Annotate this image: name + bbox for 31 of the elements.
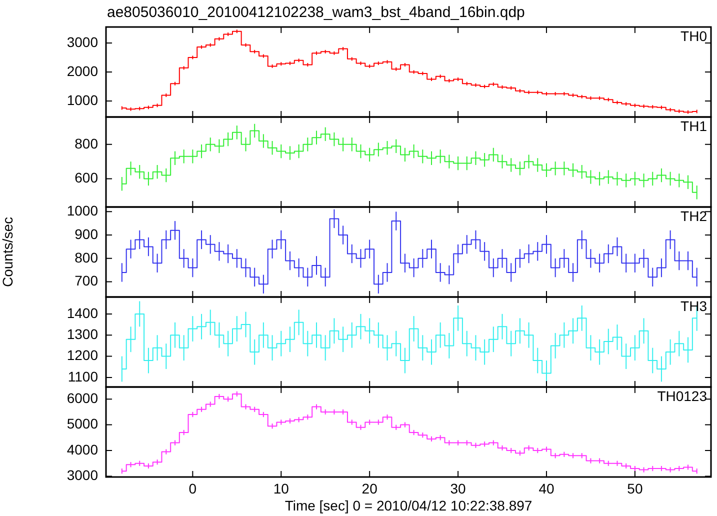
chart-title: ae805036010_20100412102238_wam3_bst_4band_16bin.qdp (107, 4, 525, 21)
text: TH0123 (657, 388, 708, 404)
x-tick-label: 10 (273, 480, 290, 496)
y-tick-label: 1200 (66, 347, 98, 364)
y-tick-label: 700 (74, 272, 98, 289)
y-tick-label: 6000 (66, 390, 98, 406)
x-axis-title: Time [sec] 0 = 2010/04/12 10:22:38.897 (284, 497, 532, 514)
y-tick-label: 4000 (66, 441, 98, 458)
y-tick-label: 1100 (68, 368, 98, 384)
y-tick-label: 600 (74, 170, 98, 186)
y-axis-title: Counts/sec (0, 216, 16, 288)
y-tick-label: 2000 (66, 62, 98, 79)
y-tick-label: 900 (74, 226, 98, 242)
y-tick-label: 1300 (66, 326, 98, 342)
y-tick-label: 800 (74, 135, 98, 152)
x-tick-label: 40 (538, 480, 554, 496)
x-tick-label: 0 (188, 480, 197, 496)
series-label: TH2 (680, 208, 708, 224)
y-tick-label: 1400 (66, 304, 98, 321)
text: TH1 (680, 118, 708, 134)
y-tick-label: 1000 (66, 202, 98, 219)
series-label: TH3 (680, 298, 708, 314)
x-tick-label: 20 (362, 480, 378, 496)
y-tick-label: 3000 (66, 467, 98, 484)
x-tick-label: 30 (450, 480, 466, 496)
y-tick-label: 5000 (66, 416, 98, 432)
y-tick-label: 1000 (66, 92, 98, 108)
y-tick-label: 800 (74, 249, 98, 266)
y-tick-label: 3000 (66, 34, 98, 50)
text: TH0 (680, 28, 708, 44)
x-tick-label: 50 (627, 480, 643, 496)
